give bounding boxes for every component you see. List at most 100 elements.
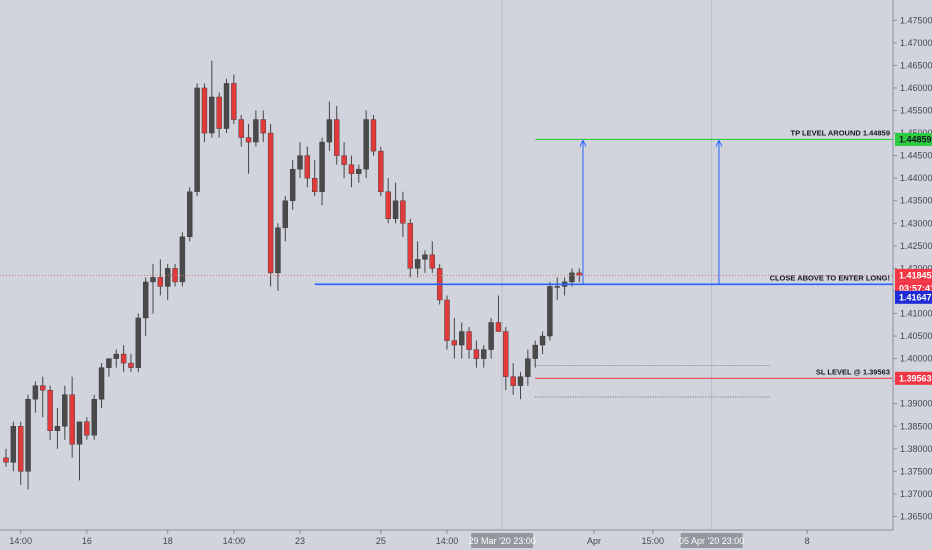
candle-body bbox=[106, 358, 112, 368]
price-tick-label: 1.46000 bbox=[900, 83, 932, 93]
candle-body bbox=[503, 331, 509, 377]
price-tick-label: 1.43500 bbox=[900, 196, 932, 206]
candle-body bbox=[40, 385, 46, 391]
entry-price-badge-bg bbox=[895, 290, 932, 304]
price-tick-label: 1.47000 bbox=[900, 38, 932, 48]
candle-body bbox=[378, 150, 384, 192]
tp-label: TP LEVEL AROUND 1.44859 bbox=[791, 128, 890, 137]
time-highlight-label: 29 Mar '20 23:00 bbox=[468, 536, 535, 546]
price-tick-label: 1.44000 bbox=[900, 173, 932, 183]
candle-body bbox=[120, 353, 127, 364]
candle-body bbox=[363, 119, 369, 170]
candle-body bbox=[238, 119, 244, 138]
candle-body bbox=[547, 286, 553, 337]
candle-body bbox=[326, 119, 333, 143]
candle-body bbox=[429, 254, 435, 269]
candle-body bbox=[201, 87, 208, 134]
candle-body bbox=[54, 426, 61, 431]
candle-body bbox=[47, 389, 53, 431]
candle-body bbox=[576, 272, 582, 276]
candle-body bbox=[76, 421, 83, 445]
candle-body bbox=[370, 119, 377, 152]
candle-body bbox=[481, 349, 487, 359]
candle-body bbox=[172, 268, 178, 283]
sl-price-badge: 1.39563 bbox=[899, 374, 932, 384]
candle-body bbox=[3, 457, 9, 463]
entry-price-badge: 1.41647 bbox=[899, 293, 932, 303]
time-tick-label: Apr bbox=[587, 536, 601, 546]
time-tick-label: 16 bbox=[82, 536, 92, 546]
price-tick-label: 1.36500 bbox=[900, 511, 932, 521]
sl-price-badge-bg bbox=[895, 371, 932, 385]
candle-body bbox=[289, 168, 296, 201]
entry-label: CLOSE ABOVE TO ENTER LONG! bbox=[770, 273, 890, 282]
price-tick-label: 1.44500 bbox=[900, 151, 932, 161]
time-tick-label: 14:00 bbox=[436, 536, 459, 546]
candle-body bbox=[414, 259, 421, 269]
time-axis[interactable]: 14:00 16 18 14:00 23 25 14:00 Apr 15:00 8 29 Mar '… bbox=[9, 530, 810, 548]
tp-price-badge-bg bbox=[895, 132, 932, 146]
candle-body bbox=[348, 164, 355, 174]
candle-body bbox=[569, 272, 575, 283]
price-tick-label: 1.37500 bbox=[900, 466, 932, 476]
time-highlight-label-bg bbox=[680, 533, 743, 548]
candle-body bbox=[245, 137, 252, 143]
candle-body bbox=[157, 277, 164, 287]
candle-body bbox=[187, 191, 193, 238]
candle-body bbox=[319, 141, 325, 192]
candle-body bbox=[444, 299, 450, 341]
price-tick-label: 1.45500 bbox=[900, 106, 932, 116]
candle-body bbox=[510, 376, 516, 386]
price-tick-label: 1.42000 bbox=[900, 263, 932, 273]
candle-body bbox=[128, 362, 134, 368]
candle-body bbox=[517, 376, 524, 386]
candle-body bbox=[179, 236, 186, 283]
candle-body bbox=[282, 200, 288, 228]
candle-body bbox=[69, 394, 75, 445]
time-tick-label: 8 bbox=[805, 536, 810, 546]
current-price-badge: 1.41845 bbox=[899, 271, 932, 281]
candle-body bbox=[209, 96, 215, 134]
time-highlight-label-bg bbox=[471, 533, 534, 548]
candle-body bbox=[407, 223, 413, 269]
annotation-layer[interactable]: CLOSE ABOVE TO ENTER LONG! TP LEVEL AROUN… bbox=[0, 128, 893, 398]
sl-label: SL LEVEL @ 1.39563 bbox=[816, 367, 890, 376]
price-tick-label: 1.38000 bbox=[900, 444, 932, 454]
candle-body bbox=[32, 385, 39, 400]
grid-lines bbox=[501, 0, 713, 530]
time-tick-label: 14:00 bbox=[9, 536, 32, 546]
price-tick-label: 1.43000 bbox=[900, 218, 932, 228]
candle-body bbox=[488, 322, 494, 350]
price-tick-label: 1.46500 bbox=[900, 60, 932, 70]
candle-body bbox=[18, 426, 24, 472]
candle-body bbox=[539, 335, 546, 346]
candle-body bbox=[495, 322, 502, 332]
time-highlight-label: 05 Apr '20 23:00 bbox=[679, 536, 744, 546]
candle-body bbox=[150, 277, 156, 283]
tp-price-badge: 1.44859 bbox=[899, 135, 932, 145]
candle-series bbox=[3, 60, 582, 490]
time-tick-label: 25 bbox=[376, 536, 386, 546]
price-tick-label: 1.47500 bbox=[900, 15, 932, 25]
candle-body bbox=[267, 132, 274, 274]
candle-body bbox=[554, 286, 560, 288]
candle-body bbox=[223, 83, 230, 129]
price-tick-label: 1.39000 bbox=[900, 399, 932, 409]
candle-body bbox=[466, 331, 472, 350]
price-tick-label: 1.42500 bbox=[900, 241, 932, 251]
candle-body bbox=[98, 367, 105, 400]
time-tick-label: 15:00 bbox=[642, 536, 665, 546]
candle-body bbox=[459, 331, 465, 346]
price-tick-label: 1.38500 bbox=[900, 421, 932, 431]
candle-body bbox=[312, 177, 318, 192]
candle-body bbox=[164, 268, 171, 287]
candle-body bbox=[297, 155, 303, 170]
candle-body bbox=[84, 421, 90, 436]
price-tick-label: 1.41000 bbox=[900, 308, 932, 318]
candle-body bbox=[334, 119, 340, 156]
candle-body bbox=[400, 200, 406, 224]
candle-body bbox=[532, 344, 538, 359]
candle-body bbox=[113, 353, 119, 359]
candle-body bbox=[142, 281, 149, 319]
